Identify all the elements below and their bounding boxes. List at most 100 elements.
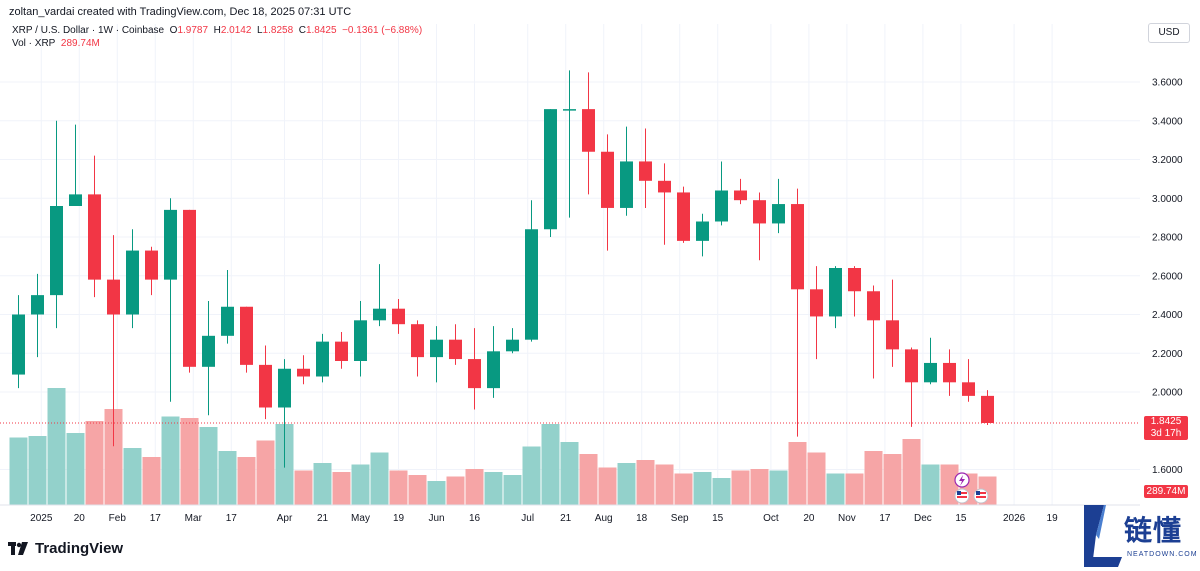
candle-body: [943, 362, 956, 383]
volume-bar: [579, 454, 598, 505]
volume-bar: [351, 464, 370, 505]
candle-body: [924, 362, 937, 383]
volume-bar: [541, 424, 560, 505]
y-tick-label: 2.6000: [1152, 271, 1183, 282]
candle-body: [468, 359, 481, 389]
candle: [753, 192, 766, 261]
candle-body: [449, 339, 462, 360]
candle-body: [259, 364, 272, 408]
open-value: 1.9787: [177, 25, 209, 36]
candle-body: [240, 306, 253, 365]
volume-bar: [465, 469, 484, 505]
y-tick-label: 3.6000: [1152, 78, 1183, 89]
candle-body: [373, 308, 386, 321]
x-tick-label: 20: [74, 513, 86, 524]
x-tick-label: 2025: [30, 513, 53, 524]
candle-body: [354, 320, 367, 361]
candle-body: [829, 268, 842, 317]
volume-bar: [902, 439, 921, 505]
time-axis[interactable]: 2025 20 Feb 17 Mar 17 Apr 21 May 19 Jun 16 Jul 21 Aug 1…: [30, 513, 1058, 524]
volume-bar: [123, 448, 142, 505]
volume-bars: [9, 388, 997, 505]
volume-bar: [237, 457, 256, 505]
x-tick-label: 21: [317, 513, 329, 524]
volume-bar: [503, 475, 522, 505]
candle-body: [335, 341, 348, 361]
volume-bar: [161, 416, 180, 505]
candle: [639, 128, 652, 208]
candle-body: [202, 335, 215, 367]
volume-bar: [674, 473, 693, 505]
volume-bar: [199, 427, 218, 505]
volume-legend[interactable]: Vol · XRP 289.74M: [12, 38, 100, 49]
x-tick-label: May: [351, 513, 370, 524]
candle: [297, 355, 310, 385]
candle: [506, 328, 519, 354]
candle: [943, 349, 956, 396]
candle-body: [867, 291, 880, 321]
x-tick-label: Apr: [277, 513, 293, 524]
candle: [905, 347, 918, 427]
volume-bar: [864, 451, 883, 505]
candle: [924, 337, 937, 385]
y-tick-label: 1.6000: [1152, 465, 1183, 476]
volume-bar: [446, 476, 465, 505]
change-value: −0.1361 (−6.88%): [342, 25, 423, 36]
candle: [791, 188, 804, 437]
volume-bar: [294, 470, 313, 505]
volume-bar: [636, 460, 655, 505]
price-axis[interactable]: 3.6000 3.4000 3.2000 3.0000 2.8000 2.6000 2.40…: [1152, 78, 1183, 477]
candle-body: [164, 209, 177, 280]
x-tick-label: Jun: [428, 513, 444, 524]
candle: [240, 306, 253, 373]
attribution-text: zoltan_vardai created with TradingView.c…: [9, 6, 352, 18]
candle: [12, 295, 25, 389]
x-tick-label: Mar: [185, 513, 203, 524]
watermark-en: NEATDOWN.COM: [1127, 551, 1198, 558]
watermark-cn: 链懂: [1124, 515, 1183, 546]
volume-bar: [712, 478, 731, 505]
candle-body: [221, 306, 234, 336]
volume-bar: [750, 469, 769, 505]
volume-title[interactable]: Vol · XRP: [12, 38, 56, 49]
series-legend[interactable]: XRP / U.S. Dollar · 1W · Coinbase O1.978…: [12, 25, 423, 36]
volume-bar: [484, 472, 503, 505]
event-markers[interactable]: [954, 472, 989, 504]
candle-body: [981, 395, 994, 423]
currency-selector[interactable]: USD: [1148, 23, 1190, 43]
y-tick-label: 3.4000: [1152, 116, 1183, 127]
x-tick-label: Sep: [671, 513, 689, 524]
volume-bar: [769, 470, 788, 505]
candle: [772, 178, 785, 234]
y-tick-label: 3.2000: [1152, 155, 1183, 166]
volume-bar: [47, 388, 66, 505]
candle: [449, 324, 462, 365]
x-tick-label: 15: [712, 513, 724, 524]
candle-body: [905, 349, 918, 383]
candle: [278, 359, 291, 468]
volume-bar: [598, 467, 617, 505]
x-tick-label: Aug: [595, 513, 613, 524]
high-value: 2.0142: [220, 25, 252, 36]
tradingview-logo[interactable]: TradingView: [8, 540, 123, 557]
symbol-title[interactable]: XRP / U.S. Dollar · 1W · Coinbase: [12, 25, 165, 36]
candle-body: [734, 190, 747, 201]
candle: [487, 326, 500, 398]
y-tick-label: 2.0000: [1152, 388, 1183, 399]
x-tick-label: Oct: [763, 513, 779, 524]
candle-body: [810, 289, 823, 317]
x-tick-label: 16: [469, 513, 481, 524]
candle-body: [848, 268, 861, 292]
candle-body: [696, 221, 709, 241]
candle: [620, 126, 633, 216]
volume-bar: [256, 440, 275, 505]
volume-bar: [788, 442, 807, 505]
volume-bar: [332, 472, 351, 505]
volume-bar: [560, 442, 579, 505]
candle-body: [658, 180, 671, 193]
volume-bar: [104, 409, 123, 505]
candle: [867, 285, 880, 379]
volume-bar: [940, 464, 959, 505]
volume-bar: [66, 433, 85, 505]
